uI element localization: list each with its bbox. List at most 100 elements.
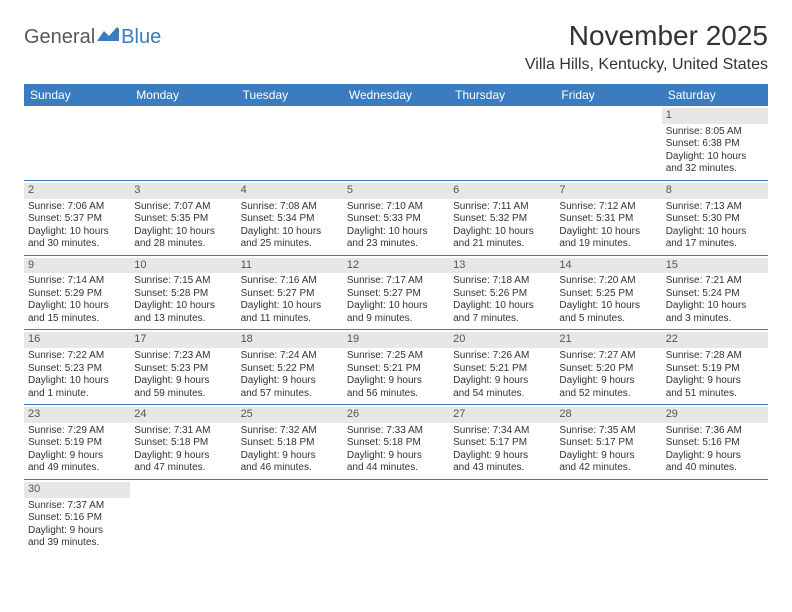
daylight-text: Daylight: 10 hours [134, 300, 232, 313]
calendar-day-cell: 21Sunrise: 7:27 AMSunset: 5:20 PMDayligh… [555, 330, 661, 405]
flag-icon [97, 27, 119, 48]
sunset-text: Sunset: 5:31 PM [559, 213, 657, 226]
sunrise-text: Sunrise: 7:15 AM [134, 275, 232, 288]
sunrise-text: Sunrise: 7:28 AM [666, 350, 764, 363]
sunrise-text: Sunrise: 7:29 AM [28, 425, 126, 438]
sunset-text: Sunset: 5:18 PM [347, 437, 445, 450]
calendar-day-cell [555, 106, 661, 180]
daylight-text: Daylight: 10 hours [347, 300, 445, 313]
day-number: 2 [24, 183, 130, 199]
calendar-day-cell [130, 479, 236, 553]
daylight-text: Daylight: 10 hours [134, 226, 232, 239]
daylight-text: Daylight: 10 hours [666, 300, 764, 313]
daylight-text: Daylight: 9 hours [241, 375, 339, 388]
calendar-day-cell [662, 479, 768, 553]
daylight-text: Daylight: 9 hours [28, 450, 126, 463]
day-number: 29 [662, 407, 768, 423]
calendar-day-cell: 28Sunrise: 7:35 AMSunset: 5:17 PMDayligh… [555, 405, 661, 480]
calendar-day-cell: 18 Sunrise: 7:24 AMSunset: 5:22 PMDayligh… [237, 330, 343, 405]
day-number: 9 [24, 258, 130, 274]
daylight-text: and 56 minutes. [347, 388, 445, 401]
daylight-text: and 13 minutes. [134, 313, 232, 326]
daylight-text: and 47 minutes. [134, 462, 232, 475]
calendar-day-cell: 13Sunrise: 7:18 AMSunset: 5:26 PMDayligh… [449, 255, 555, 330]
calendar-day-cell: 29Sunrise: 7:36 AMSunset: 5:16 PMDayligh… [662, 405, 768, 480]
sunset-text: Sunset: 5:23 PM [28, 363, 126, 376]
sunrise-text: Sunrise: 7:36 AM [666, 425, 764, 438]
daylight-text: and 9 minutes. [347, 313, 445, 326]
day-number: 25 [237, 407, 343, 423]
sunset-text: Sunset: 5:22 PM [241, 363, 339, 376]
daylight-text: and 57 minutes. [241, 388, 339, 401]
sunset-text: Sunset: 5:16 PM [28, 512, 126, 525]
sunset-text: Sunset: 5:34 PM [241, 213, 339, 226]
calendar-week-row: 9Sunrise: 7:14 AMSunset: 5:29 PMDaylight… [24, 255, 768, 330]
day-number: 20 [449, 332, 555, 348]
calendar-week-row: 16Sunrise: 7:22 AMSunset: 5:23 PMDayligh… [24, 330, 768, 405]
daylight-text: and 46 minutes. [241, 462, 339, 475]
calendar-day-cell [130, 106, 236, 180]
daylight-text: and 25 minutes. [241, 238, 339, 251]
day-number: 3 [130, 183, 236, 199]
weekday-header: Tuesday [237, 84, 343, 106]
logo-text-blue: Blue [121, 26, 161, 49]
weekday-header: Wednesday [343, 84, 449, 106]
calendar-day-cell [24, 106, 130, 180]
calendar-day-cell: 22Sunrise: 7:28 AMSunset: 5:19 PMDayligh… [662, 330, 768, 405]
day-number: 23 [24, 407, 130, 423]
day-number: 19 [343, 332, 449, 348]
daylight-text: and 52 minutes. [559, 388, 657, 401]
daylight-text: and 40 minutes. [666, 462, 764, 475]
calendar-day-cell: 16Sunrise: 7:22 AMSunset: 5:23 PMDayligh… [24, 330, 130, 405]
sunset-text: Sunset: 5:21 PM [453, 363, 551, 376]
daylight-text: and 44 minutes. [347, 462, 445, 475]
sunset-text: Sunset: 5:19 PM [666, 363, 764, 376]
day-number: 14 [555, 258, 661, 274]
sunset-text: Sunset: 5:18 PM [134, 437, 232, 450]
daylight-text: and 43 minutes. [453, 462, 551, 475]
daylight-text: Daylight: 10 hours [347, 226, 445, 239]
day-number: 7 [555, 183, 661, 199]
day-number: 13 [449, 258, 555, 274]
calendar-day-cell: 12Sunrise: 7:17 AMSunset: 5:27 PMDayligh… [343, 255, 449, 330]
logo: General Blue [24, 26, 161, 49]
sunrise-text: Sunrise: 7:31 AM [134, 425, 232, 438]
sunrise-text: Sunrise: 8:05 AM [666, 126, 764, 139]
daylight-text: Daylight: 9 hours [666, 375, 764, 388]
day-number: 18 [237, 332, 343, 348]
daylight-text: Daylight: 9 hours [559, 375, 657, 388]
daylight-text: and 5 minutes. [559, 313, 657, 326]
sunrise-text: Sunrise: 7:16 AM [241, 275, 339, 288]
daylight-text: and 7 minutes. [453, 313, 551, 326]
calendar-day-cell: 19Sunrise: 7:25 AMSunset: 5:21 PMDayligh… [343, 330, 449, 405]
sunrise-text: Sunrise: 7:24 AM [241, 350, 339, 363]
sunrise-text: Sunrise: 7:27 AM [559, 350, 657, 363]
calendar-day-cell: 30Sunrise: 7:37 AMSunset: 5:16 PMDayligh… [24, 479, 130, 553]
sunset-text: Sunset: 5:28 PM [134, 288, 232, 301]
day-number: 8 [662, 183, 768, 199]
calendar-day-cell: 3Sunrise: 7:07 AMSunset: 5:35 PMDaylight… [130, 180, 236, 255]
sunset-text: Sunset: 5:16 PM [666, 437, 764, 450]
calendar-day-cell [449, 106, 555, 180]
sunrise-text: Sunrise: 7:37 AM [28, 500, 126, 513]
calendar-day-cell: 15Sunrise: 7:21 AMSunset: 5:24 PMDayligh… [662, 255, 768, 330]
calendar-day-cell [449, 479, 555, 553]
sunrise-text: Sunrise: 7:12 AM [559, 201, 657, 214]
sunrise-text: Sunrise: 7:25 AM [347, 350, 445, 363]
daylight-text: Daylight: 10 hours [453, 226, 551, 239]
sunset-text: Sunset: 5:19 PM [28, 437, 126, 450]
sunset-text: Sunset: 5:17 PM [453, 437, 551, 450]
day-number: 21 [555, 332, 661, 348]
day-number: 16 [24, 332, 130, 348]
calendar-week-row: 2Sunrise: 7:06 AMSunset: 5:37 PMDaylight… [24, 180, 768, 255]
daylight-text: Daylight: 9 hours [559, 450, 657, 463]
day-number: 30 [24, 482, 130, 498]
calendar-day-cell: 2Sunrise: 7:06 AMSunset: 5:37 PMDaylight… [24, 180, 130, 255]
daylight-text: Daylight: 10 hours [666, 151, 764, 164]
sunset-text: Sunset: 5:21 PM [347, 363, 445, 376]
calendar-day-cell: 1Sunrise: 8:05 AMSunset: 6:38 PMDaylight… [662, 106, 768, 180]
day-number: 12 [343, 258, 449, 274]
calendar-day-cell [237, 106, 343, 180]
daylight-text: and 21 minutes. [453, 238, 551, 251]
calendar-day-cell [343, 479, 449, 553]
